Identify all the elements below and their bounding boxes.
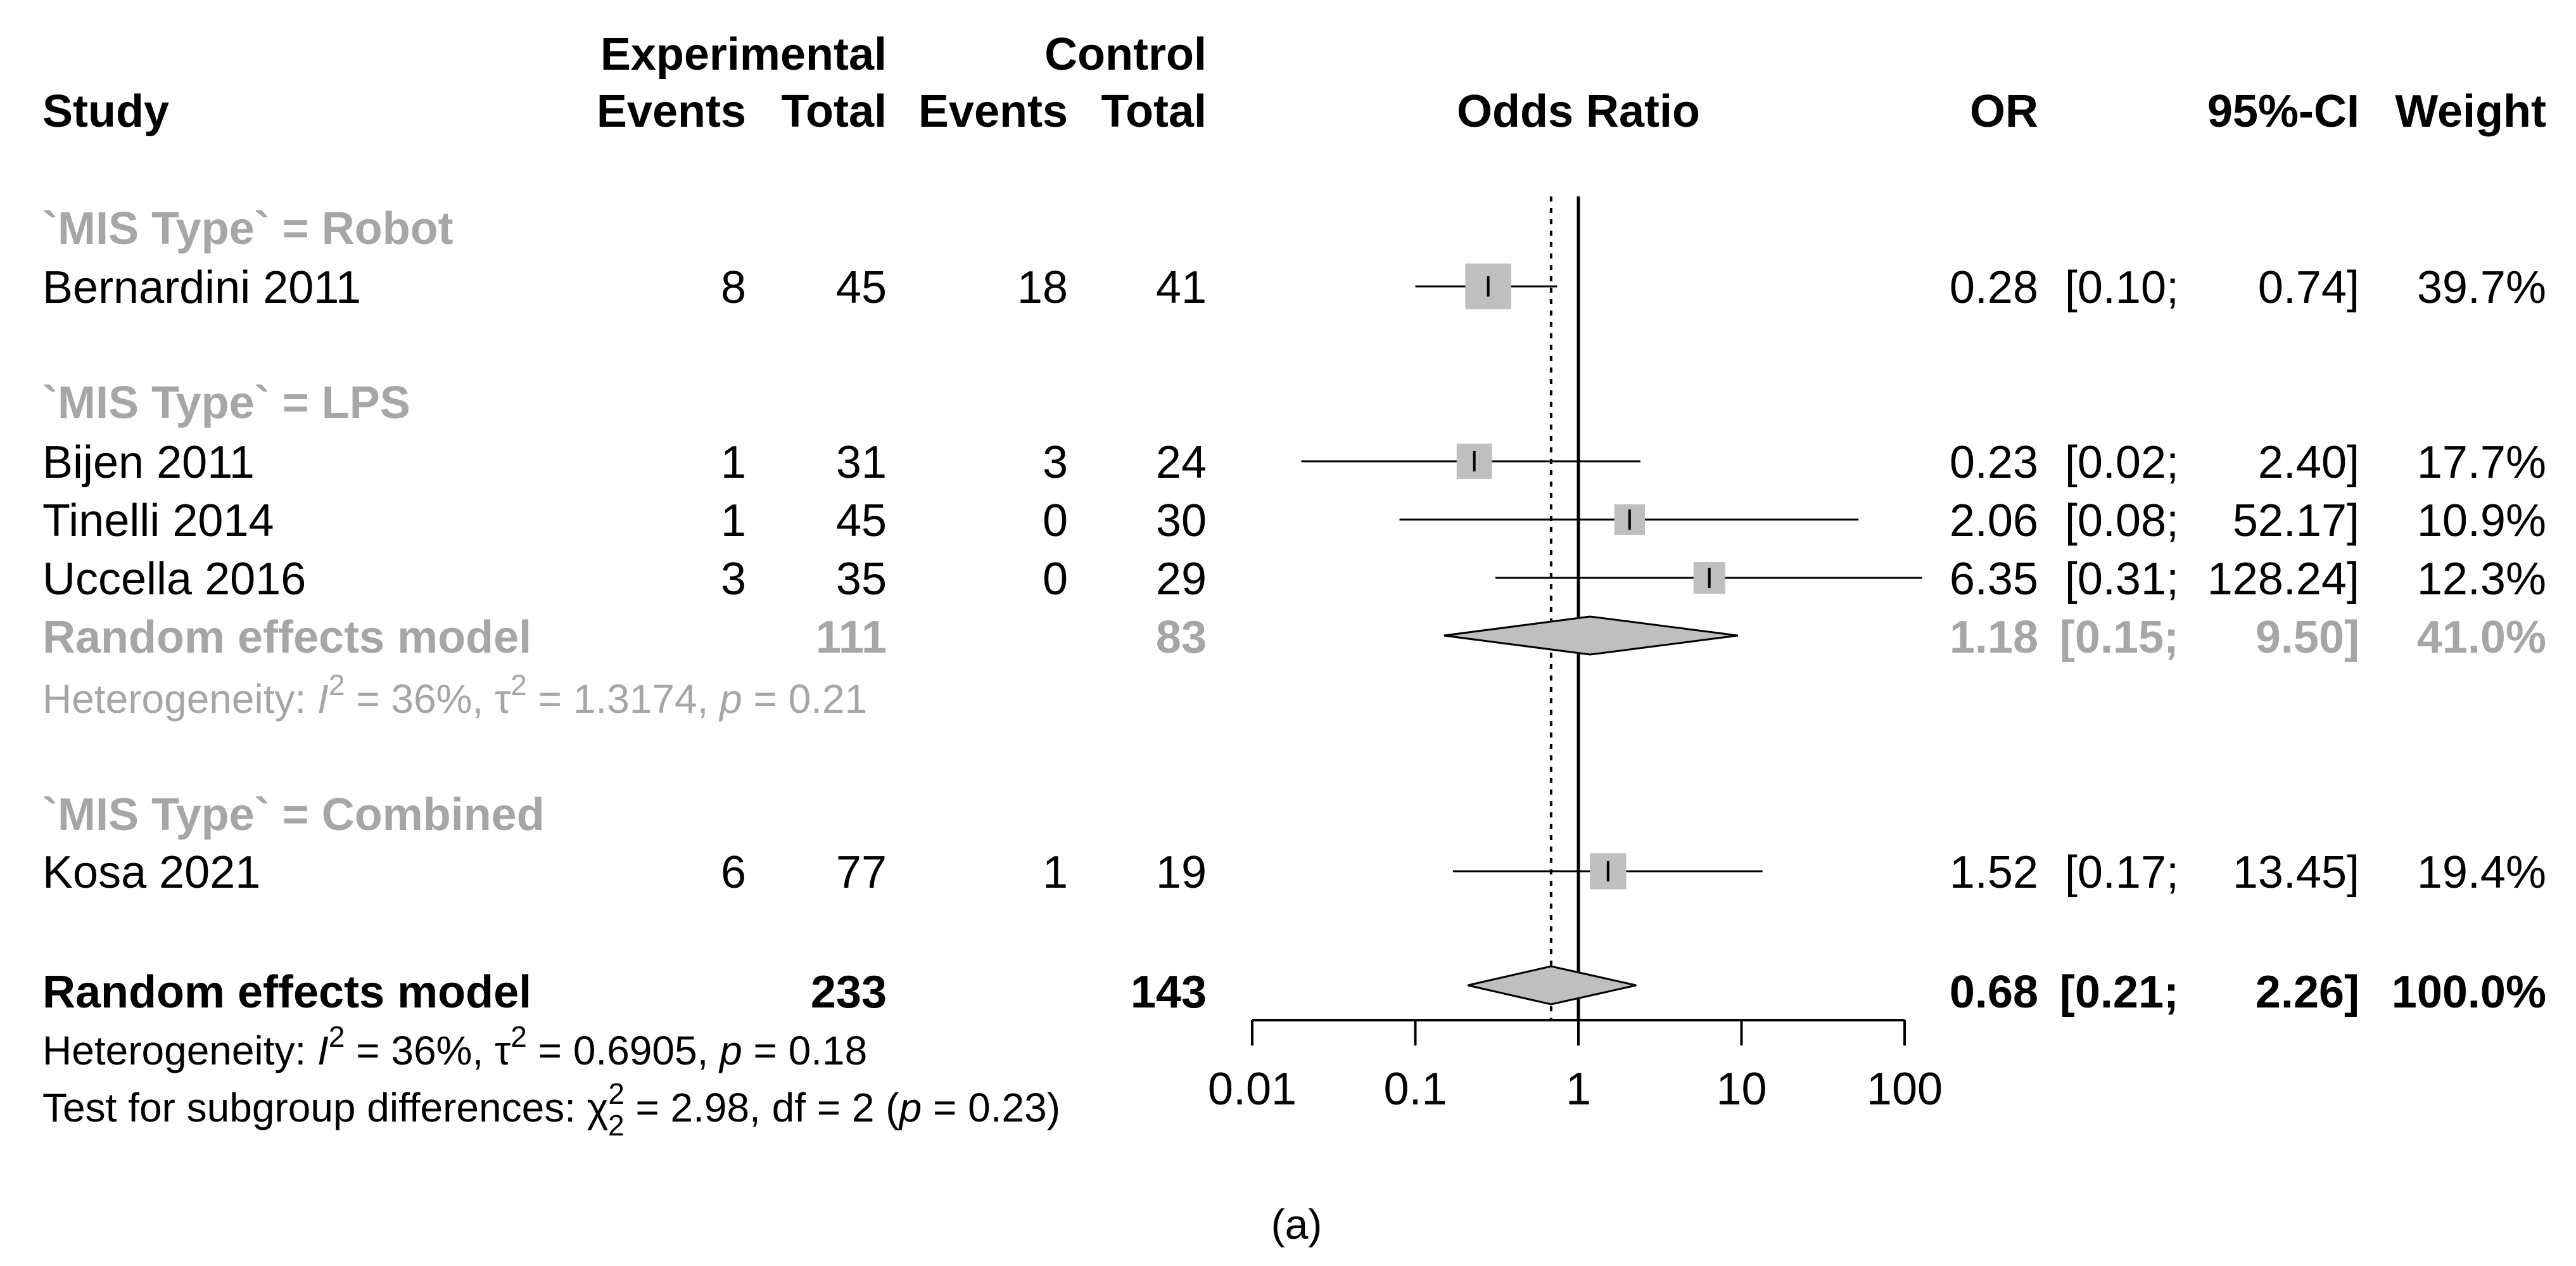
exp-events-value: 3 — [721, 554, 746, 604]
lps-pooled-exp-total: 111 — [816, 612, 887, 663]
overall-ci-low: [0.21; — [2060, 967, 2179, 1018]
ci-upper-value: 52.17] — [2233, 496, 2359, 546]
header-control: Control — [1044, 29, 1207, 80]
or-value: 2.06 — [1950, 496, 2038, 546]
weight-value: 12.3% — [2417, 554, 2546, 604]
subgroup-label-robot: `MIS Type` = Robot — [42, 203, 454, 254]
header-odds-ratio: Odds Ratio — [1457, 86, 1700, 137]
or-value: 6.35 — [1950, 554, 2038, 604]
weight-value: 17.7% — [2417, 437, 2546, 488]
ci-lower-value: [0.17; — [2065, 847, 2179, 898]
ctrl-total-value: 29 — [1156, 554, 1207, 604]
exp-events-value: 1 — [721, 496, 746, 546]
ctrl-events-value: 18 — [1017, 262, 1068, 313]
study-name: Tinelli 2014 — [42, 496, 274, 546]
exp-total-value: 45 — [836, 496, 887, 546]
study-name: Bernardini 2011 — [42, 262, 361, 313]
overall-heterogeneity: Heterogeneity: I2 = 36%, τ2 = 0.6905, p … — [42, 1020, 867, 1073]
study-rows: Bernardini 2011 8 45 18 41 0.28 [0.10; 0.74] 39.… — [42, 262, 2546, 898]
subgroup-label-lps: `MIS Type` = LPS — [42, 378, 410, 428]
x-tick-label: 0.01 — [1208, 1064, 1297, 1115]
exp-events-value: 1 — [721, 437, 746, 488]
study-name: Bijen 2011 — [42, 437, 255, 488]
exp-events-value: 8 — [721, 262, 746, 313]
header-weight: Weight — [2395, 86, 2546, 137]
ci-lower-value: [0.02; — [2065, 437, 2179, 488]
exp-events-value: 6 — [721, 847, 746, 898]
ci-lower-value: [0.08; — [2065, 496, 2179, 546]
lps-pooled-label: Random effects model — [42, 612, 531, 663]
overall-pooled-label: Random effects model — [42, 967, 531, 1018]
weight-value: 39.7% — [2417, 262, 2546, 313]
lps-pooled-ci-low: [0.15; — [2060, 612, 2179, 663]
ctrl-total-value: 30 — [1156, 496, 1207, 546]
lps-pooled-ctrl-total: 83 — [1156, 612, 1207, 663]
weight-value: 10.9% — [2417, 496, 2546, 546]
header-or: OR — [1970, 86, 2038, 137]
x-tick-label: 0.1 — [1383, 1064, 1447, 1115]
figure-caption: (a) — [1271, 1201, 1323, 1248]
ci-upper-value: 0.74] — [2258, 262, 2359, 313]
ctrl-events-value: 0 — [1043, 554, 1068, 604]
exp-total-value: 35 — [836, 554, 887, 604]
exp-total-value: 31 — [836, 437, 887, 488]
study-name: Kosa 2021 — [42, 847, 260, 898]
pooled-diamond — [1443, 615, 1738, 656]
lps-pooled-ci-high: 9.50] — [2256, 612, 2359, 663]
plot-marks: 0.01 0.1 1 10 100 — [1208, 196, 1943, 1115]
or-value: 0.23 — [1950, 437, 2038, 488]
exp-total-value: 45 — [836, 262, 887, 313]
ci-upper-value: 13.45] — [2233, 847, 2359, 898]
ctrl-total-value: 41 — [1156, 262, 1207, 313]
ctrl-events-value: 0 — [1043, 496, 1068, 546]
pooled-diamond — [1468, 965, 1637, 1006]
overall-weight: 100.0% — [2392, 967, 2546, 1018]
header-ctrl-events: Events — [918, 86, 1068, 137]
ci-lower-value: [0.31; — [2065, 554, 2179, 604]
header-exp-total: Total — [781, 86, 887, 137]
ctrl-total-value: 19 — [1156, 847, 1207, 898]
header-ci: 95%-CI — [2207, 86, 2359, 137]
or-value: 1.52 — [1950, 847, 2038, 898]
ctrl-events-value: 3 — [1043, 437, 1068, 488]
ctrl-events-value: 1 — [1043, 847, 1068, 898]
x-tick-label: 1 — [1566, 1064, 1591, 1115]
ci-upper-value: 2.40] — [2258, 437, 2359, 488]
x-tick-label: 100 — [1867, 1064, 1943, 1115]
ci-lower-value: [0.10; — [2065, 262, 2179, 313]
overall-exp-total: 233 — [811, 967, 887, 1018]
subgroup-difference-test: Test for subgroup differences: χ2 2 = 2.9… — [42, 1077, 1060, 1142]
lps-pooled-or: 1.18 — [1950, 612, 2038, 663]
ci-upper-value: 128.24] — [2207, 554, 2359, 604]
weight-value: 19.4% — [2417, 847, 2546, 898]
lps-pooled-weight: 41.0% — [2417, 612, 2546, 663]
or-value: 0.28 — [1950, 262, 2038, 313]
header-ctrl-total: Total — [1101, 86, 1207, 137]
study-name: Uccella 2016 — [42, 554, 306, 604]
overall-ci-high: 2.26] — [2256, 967, 2359, 1018]
overall-ctrl-total: 143 — [1131, 967, 1207, 1018]
ctrl-total-value: 24 — [1156, 437, 1207, 488]
x-tick-label: 10 — [1716, 1064, 1767, 1115]
exp-total-value: 77 — [836, 847, 887, 898]
overall-or: 0.68 — [1950, 967, 2038, 1018]
lps-heterogeneity: Heterogeneity: I2 = 36%, τ2 = 1.3174, p … — [42, 668, 867, 722]
header-exp-events: Events — [597, 86, 746, 137]
header-experimental: Experimental — [600, 29, 887, 80]
subgroup-label-combined: `MIS Type` = Combined — [42, 790, 545, 840]
header-study: Study — [42, 86, 169, 137]
